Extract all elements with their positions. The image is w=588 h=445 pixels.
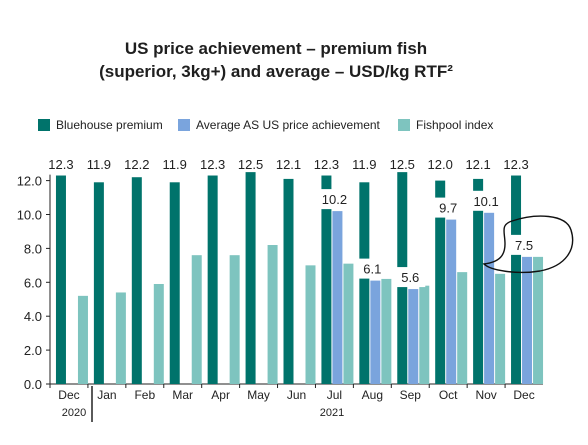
x-tick-label: Mar — [172, 388, 193, 402]
x-tick-label: Oct — [439, 388, 458, 402]
bar-fishpool-index — [533, 256, 544, 384]
legend-swatch-average-us-price — [178, 119, 190, 131]
bar-bluehouse-premium — [359, 182, 370, 384]
data-label-bluehouse-premium: 12.5 — [238, 157, 263, 172]
y-tick-label: 2.0 — [24, 343, 42, 358]
x-tick-label: Apr — [211, 388, 230, 402]
y-tick-label: 6.0 — [24, 275, 42, 290]
bar-fishpool-index — [457, 272, 468, 384]
bar-fishpool-index — [419, 285, 430, 384]
x-tick-label: Jul — [327, 388, 342, 402]
data-label-average-us-price: 6.1 — [363, 262, 381, 277]
x-tick-label: Nov — [475, 388, 496, 402]
chart-title-line1: US price achievement – premium fish — [125, 39, 427, 58]
data-label-box — [471, 190, 502, 211]
data-label-average-us-price: 5.6 — [401, 270, 419, 285]
legend-label-fishpool-index: Fishpool index — [416, 118, 493, 132]
x-tick-label: May — [247, 388, 270, 402]
legend-swatch-bluehouse-premium — [38, 119, 50, 131]
legend-label-average-us-price: Average AS US price achievement — [196, 118, 381, 132]
bar-bluehouse-premium — [511, 175, 522, 384]
data-label-box — [357, 258, 388, 279]
year-label-2020: 2020 — [62, 407, 86, 419]
x-tick-label: Jan — [97, 388, 116, 402]
bar-bluehouse-premium — [207, 175, 218, 384]
bar-average-as-us-price-achievement — [446, 219, 457, 384]
data-label-average-us-price: 10.2 — [322, 192, 347, 207]
data-label-box — [319, 189, 350, 210]
bar-average-as-us-price-achievement — [332, 211, 343, 384]
data-label-bluehouse-premium: 12.1 — [465, 157, 490, 172]
bar-fishpool-index — [305, 265, 316, 384]
x-tick-label: Jun — [287, 388, 306, 402]
data-label-bluehouse-premium: 11.9 — [163, 157, 187, 172]
bar-fishpool-index — [381, 278, 392, 384]
x-tick-label: Sep — [400, 388, 422, 402]
x-tick-label: Dec — [513, 388, 534, 402]
x-tick-label: Aug — [362, 388, 383, 402]
legend-swatch-fishpool-index — [398, 119, 410, 131]
bar-average-as-us-price-achievement — [484, 212, 495, 384]
bar-bluehouse-premium — [55, 175, 66, 384]
bar-fishpool-index — [77, 295, 88, 384]
bar-average-as-us-price-achievement — [408, 289, 419, 384]
bar-fishpool-index — [229, 255, 240, 384]
bar-average-as-us-price-achievement — [522, 256, 533, 384]
bar-fishpool-index — [191, 255, 202, 384]
chart-title-line2: (superior, 3kg+) and average – USD/kg RT… — [99, 62, 453, 81]
data-label-average-us-price: 10.1 — [473, 194, 498, 209]
x-tick-label: Dec — [58, 388, 79, 402]
bar-average-as-us-price-achievement — [370, 280, 381, 384]
y-tick-label: 8.0 — [24, 241, 42, 256]
data-label-bluehouse-premium: 11.9 — [352, 157, 376, 172]
bar-bluehouse-premium — [283, 178, 294, 384]
bar-fishpool-index — [267, 245, 278, 384]
y-tick-label: 12.0 — [17, 174, 42, 189]
data-label-bluehouse-premium: 11.9 — [87, 157, 111, 172]
y-tick-label: 0.0 — [24, 377, 42, 392]
data-label-average-us-price: 7.5 — [515, 238, 533, 253]
data-label-bluehouse-premium: 12.1 — [276, 157, 301, 172]
x-tick-label: Feb — [134, 388, 155, 402]
plot-area: 0.0 2.0 4.0 6.0 8.0 10.0 12.0 Dec 12.3 Jan 11.9 Feb… — [17, 157, 544, 402]
bar-bluehouse-premium — [131, 177, 142, 384]
bar-bluehouse-premium — [473, 178, 484, 384]
bar-bluehouse-premium — [93, 182, 104, 384]
data-label-bluehouse-premium: 12.2 — [124, 157, 149, 172]
bar-fishpool-index — [343, 263, 354, 384]
data-label-bluehouse-premium: 12.0 — [428, 157, 453, 172]
legend-label-bluehouse-premium: Bluehouse premium — [56, 118, 163, 132]
bar-bluehouse-premium — [245, 172, 256, 384]
bar-fishpool-index — [153, 283, 164, 384]
hand-drawn-circle-annotation — [482, 215, 574, 274]
legend: Bluehouse premium Average AS US price ac… — [38, 118, 493, 132]
data-label-bluehouse-premium: 12.3 — [200, 157, 225, 172]
year-label-2021: 2021 — [320, 407, 344, 419]
data-label-bluehouse-premium: 12.3 — [48, 157, 73, 172]
bar-fishpool-index — [495, 273, 506, 384]
data-label-box — [395, 267, 426, 288]
data-label-bluehouse-premium: 12.3 — [314, 157, 339, 172]
data-label-box — [433, 197, 464, 218]
data-label-bluehouse-premium: 12.3 — [503, 157, 528, 172]
data-label-average-us-price: 9.7 — [439, 201, 457, 216]
bar-bluehouse-premium — [169, 182, 180, 384]
bar-bluehouse-premium — [435, 180, 446, 384]
bar-bluehouse-premium — [321, 175, 332, 384]
bar-fishpool-index — [115, 292, 126, 384]
y-tick-label: 4.0 — [24, 309, 42, 324]
data-label-bluehouse-premium: 12.5 — [390, 157, 415, 172]
data-label-box — [509, 234, 540, 255]
y-tick-label: 10.0 — [17, 208, 42, 223]
